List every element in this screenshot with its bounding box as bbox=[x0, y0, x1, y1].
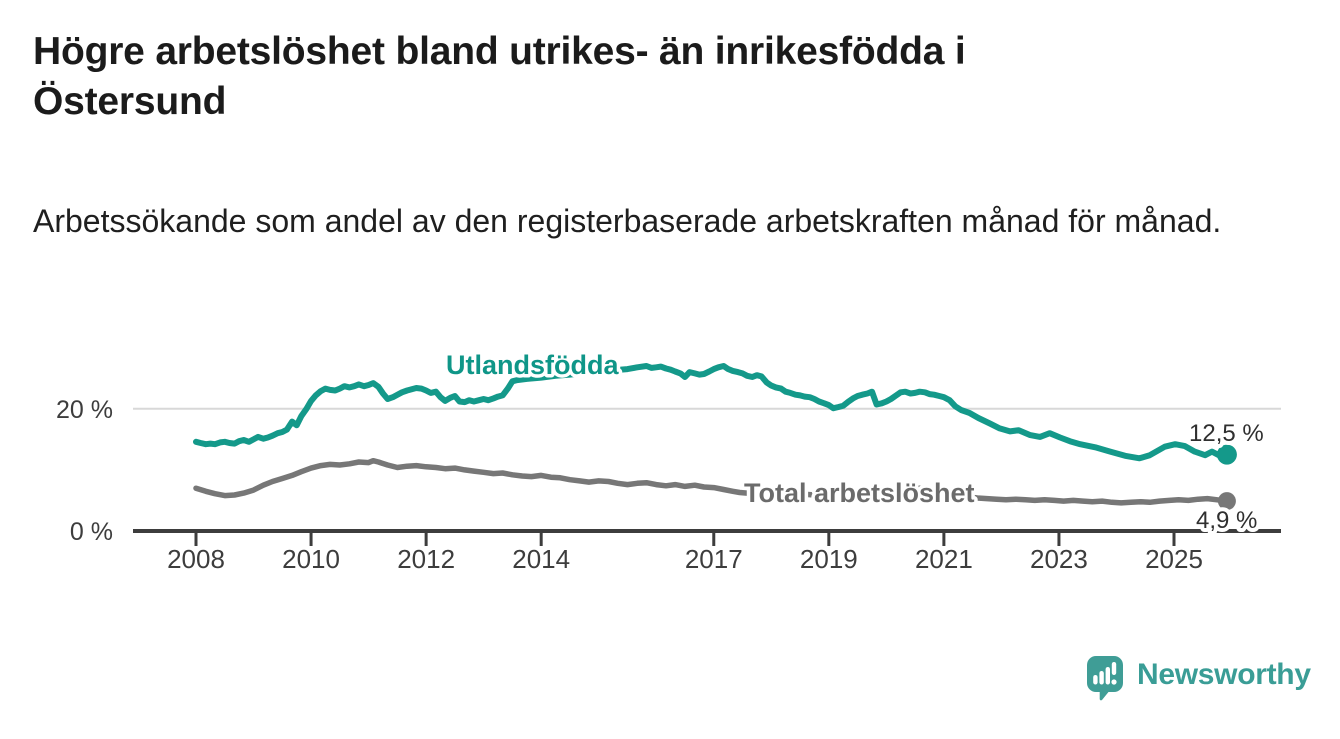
x-tick-label: 2008 bbox=[167, 544, 225, 574]
x-tick-label: 2019 bbox=[800, 544, 858, 574]
y-tick-label-0: 0 % bbox=[70, 518, 113, 546]
series-label-utlandsfodda: Utlandsfödda bbox=[446, 350, 619, 380]
newsworthy-logo-text: Newsworthy bbox=[1137, 658, 1311, 691]
total-end-dot bbox=[1217, 492, 1236, 511]
bar-chart-speech-bubble-icon bbox=[1087, 656, 1123, 701]
end-value-label-total: 4,9 % bbox=[1196, 507, 1257, 534]
page-title: Högre arbetslöshet bland utrikes- än inr… bbox=[33, 30, 966, 123]
x-tick-label: 2021 bbox=[915, 544, 973, 574]
x-tick-label: 2012 bbox=[397, 544, 455, 574]
newsworthy-logo: Newsworthy bbox=[1086, 655, 1311, 701]
utlandsfodda-line bbox=[193, 363, 1230, 462]
x-tick-label: 2025 bbox=[1145, 544, 1203, 574]
x-tick-label: 2010 bbox=[282, 544, 340, 574]
x-tick-label: 2014 bbox=[512, 544, 570, 574]
utlandsfodda-end-dot bbox=[1216, 444, 1237, 465]
x-tick-label: 2017 bbox=[685, 544, 743, 574]
chart-subtitle: Arbetssökande som andel av den registerb… bbox=[33, 203, 1222, 239]
total-arbetsloshet-line bbox=[193, 457, 1230, 506]
y-tick-label-20: 20 % bbox=[56, 396, 113, 424]
x-axis-ticks: 2008 2010 2012 2014 2017 2019 2021 2023 2025 bbox=[167, 531, 1203, 574]
end-value-label-utlandsfodda: 12,5 % bbox=[1189, 420, 1264, 447]
x-tick-label: 2023 bbox=[1030, 544, 1088, 574]
series-label-total-arbetsloshet: Total arbetslöshet bbox=[744, 478, 975, 508]
